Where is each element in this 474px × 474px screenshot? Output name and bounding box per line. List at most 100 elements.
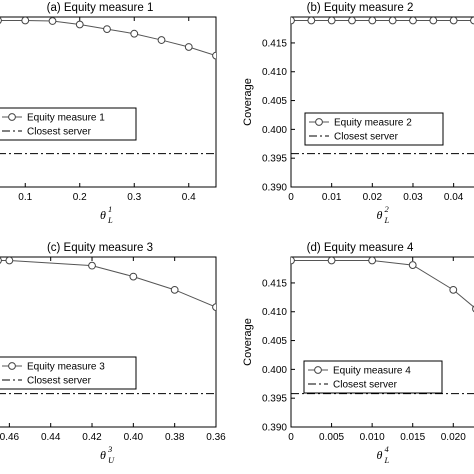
series-point (212, 303, 216, 312)
x-axis-label-sub: U (108, 455, 115, 465)
y-tick-label: 0.395 (262, 154, 287, 165)
series-point (75, 20, 84, 29)
x-tick-label: 0 (288, 432, 294, 443)
y-tick-label: 0.415 (262, 278, 287, 289)
legend-label: Equity measure 1 (27, 113, 105, 124)
legend-marker (8, 362, 16, 370)
series-point (170, 285, 179, 294)
axes-frame (0, 16, 217, 188)
y-tick-label: 0.410 (262, 307, 287, 318)
series-point (449, 17, 458, 25)
plot-area (0, 17, 216, 155)
series-point (409, 17, 417, 25)
x-tick-label: 0.36 (206, 432, 226, 443)
x-tick-label: 0.44 (41, 432, 61, 443)
legend-box (0, 107, 137, 141)
x-tick-label: 0.015 (400, 432, 425, 443)
x-tick-label: 0.010 (360, 432, 385, 443)
x-tick-label: 0.1 (18, 192, 32, 203)
series-point (88, 261, 96, 270)
y-tick-label: 0.410 (262, 67, 287, 78)
panel-b: (b) Equity measure 2 0 0.01 0.02 0.03 0.04 0.3… (242, 2, 474, 225)
series-point (470, 17, 474, 25)
x-axis-label-sup: 1 (108, 204, 112, 214)
series-point (327, 17, 336, 25)
panel-c: (c) Equity measure 3 0.46 0.44 0.42 0.40 0.38… (0, 242, 226, 465)
legend-label: Equity measure 4 (333, 366, 411, 377)
panel-d: (d) Equity measure 4 0 0.005 0.010 0.015 0.02… (242, 242, 474, 465)
x-tick-label: 0 (288, 192, 294, 203)
y-tick-label: 0.400 (262, 125, 287, 136)
legend-marker (315, 118, 323, 126)
series-point (0, 257, 2, 264)
series-point (157, 36, 166, 44)
plot-area (0, 257, 216, 395)
axes-frame (0, 256, 217, 428)
y-tick-label: 0.415 (262, 38, 287, 49)
series-point (103, 25, 111, 34)
y-tick-label: 0.405 (262, 336, 287, 347)
series-line-equity (291, 259, 474, 308)
series-point (408, 261, 417, 269)
x-axis-label-symbol: θ (377, 448, 383, 462)
legend-label: Closest server (27, 127, 92, 138)
series-point (449, 285, 458, 294)
chart-title: (c) Equity measure 3 (47, 242, 153, 254)
x-tick-label: 0.04 (444, 192, 464, 203)
x-axis-label-sup: 3 (107, 444, 112, 454)
series-point (130, 29, 139, 38)
series-point (291, 17, 295, 25)
x-tick-label: 0.46 (0, 432, 20, 443)
x-tick-label: 0.2 (73, 192, 87, 203)
y-tick-label: 0.405 (262, 96, 287, 107)
panel-a: (a) Equity measure 1 0.1 0.2 0.3 0.4 θ 1L Equit… (0, 2, 217, 225)
x-axis-label-sub: L (384, 215, 390, 225)
chart-title: (d) Equity measure 4 (307, 242, 414, 254)
x-tick-label: 0.40 (124, 432, 144, 443)
series-point (307, 17, 316, 25)
series-point (0, 17, 2, 24)
y-tick-label: 0.400 (262, 365, 287, 376)
legend-box (304, 112, 444, 146)
legend-label: Closest server (27, 376, 92, 387)
legend-label: Equity measure 2 (334, 118, 412, 129)
series-point (212, 51, 216, 60)
x-axis-label-sub: L (384, 455, 390, 465)
legend-marker (8, 113, 16, 121)
legend-label: Closest server (334, 132, 399, 143)
x-tick-label: 0.03 (403, 192, 423, 203)
legend-box (303, 360, 443, 394)
chart-title: (a) Equity measure 1 (47, 2, 154, 14)
x-tick-label: 0.01 (322, 192, 342, 203)
series-point (388, 17, 397, 25)
x-tick-label: 0.42 (82, 432, 102, 443)
series-point (368, 257, 377, 265)
y-tick-label: 0.390 (262, 423, 287, 434)
series-point (5, 257, 14, 265)
axes-frame (290, 256, 474, 428)
x-axis-label-sup: 4 (385, 444, 390, 454)
x-axis-label-symbol: θ (100, 448, 106, 462)
x-tick-label: 0.02 (363, 192, 383, 203)
chart-title: (b) Equity measure 2 (307, 2, 414, 14)
y-axis-label: Coverage (242, 78, 254, 126)
series-point (348, 17, 356, 25)
series-point (429, 17, 438, 25)
legend-label: Equity measure 3 (27, 362, 105, 373)
x-axis-label-sup: 2 (385, 204, 390, 214)
series-point (129, 272, 138, 281)
series-point (48, 17, 57, 25)
x-axis-label-symbol: θ (377, 208, 383, 222)
x-axis-label-sub: L (107, 215, 113, 225)
y-axis-label: Coverage (242, 318, 254, 366)
series-point (368, 17, 377, 25)
x-tick-label: 0.020 (441, 432, 466, 443)
axes-frame (290, 16, 474, 188)
series-point (21, 17, 30, 25)
legend-marker (314, 366, 322, 374)
x-tick-label: 0.005 (319, 432, 344, 443)
x-tick-label: 0.4 (182, 192, 196, 203)
legend-box (0, 356, 137, 390)
x-tick-label: 0.3 (127, 192, 141, 203)
